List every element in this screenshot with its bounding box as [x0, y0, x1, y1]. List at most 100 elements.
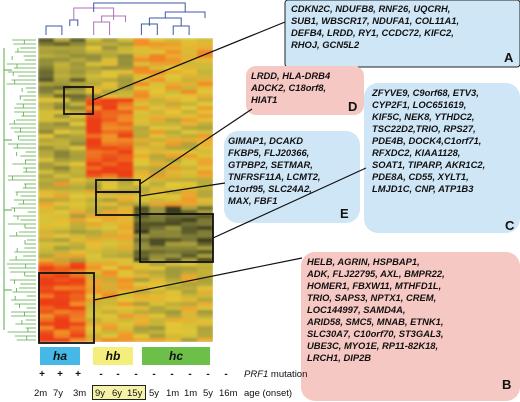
heatmap-cell	[117, 286, 135, 291]
heatmap-cell	[149, 106, 166, 111]
heatmap-cell	[133, 326, 150, 331]
heatmap-cell	[181, 262, 198, 267]
dendrogram-branch	[172, 25, 190, 35]
heatmap-cell	[69, 150, 87, 155]
heatmap-cell	[38, 154, 55, 159]
heatmap-cell	[101, 182, 119, 187]
heatmap-cell	[181, 322, 198, 327]
heatmap-cell	[181, 330, 198, 335]
heatmap-cell	[101, 98, 119, 103]
heatmap-cell	[38, 290, 55, 295]
heatmap-cell	[38, 286, 55, 291]
heatmap-cell	[117, 138, 135, 143]
heatmap-cell	[38, 170, 55, 175]
heatmap-cell	[85, 106, 103, 111]
heatmap-cell	[149, 226, 166, 231]
heatmap-cell	[117, 278, 135, 283]
heatmap-cell	[53, 322, 71, 327]
heatmap-cell	[85, 246, 103, 251]
heatmap-cell	[165, 178, 182, 183]
heatmap-cell	[165, 106, 182, 111]
heatmap-cell	[53, 102, 71, 107]
heatmap-cell	[85, 206, 103, 211]
heatmap-cell	[53, 306, 71, 311]
heatmap-cell	[149, 90, 166, 95]
heatmap-cell	[117, 202, 135, 207]
heatmap-cell	[85, 126, 103, 131]
heatmap-cell	[181, 154, 198, 159]
heatmap-cell	[149, 94, 166, 99]
heatmap-cell	[133, 170, 150, 175]
heatmap-cell	[85, 158, 103, 163]
heatmap-cell	[181, 98, 198, 103]
heatmap-cell	[181, 270, 198, 275]
heatmap-cell	[165, 198, 182, 203]
heatmap-cell	[117, 210, 135, 215]
heatmap-cell	[149, 146, 166, 151]
heatmap-cell	[101, 282, 119, 287]
heatmap-cell	[197, 190, 213, 195]
heatmap-cell	[53, 266, 71, 271]
mutation-symbol: -	[116, 369, 120, 380]
heatmap-cell	[101, 130, 119, 135]
dendrogram-branch	[93, 21, 111, 35]
heatmap-cell	[133, 298, 150, 303]
heatmap-cell	[197, 118, 213, 123]
heatmap-cell	[69, 110, 87, 115]
heatmap-cell	[53, 178, 71, 183]
heatmap-cell	[165, 234, 182, 239]
heatmap-cell	[69, 218, 87, 223]
heatmap-cell	[85, 118, 103, 123]
heatmap-cell	[133, 174, 150, 179]
heatmap-cell	[133, 246, 150, 251]
heatmap-cell	[38, 106, 55, 111]
heatmap-cell	[53, 230, 71, 235]
heatmap-cell	[38, 254, 55, 259]
heatmap-cell	[133, 190, 150, 195]
heatmap-cell	[181, 210, 198, 215]
heatmap-cell	[38, 298, 55, 303]
heatmap-cell	[117, 270, 135, 275]
dendrogram-branch	[148, 17, 182, 26]
heatmap-cell	[181, 250, 198, 255]
heatmap-cell	[165, 82, 182, 87]
heatmap-cell	[181, 234, 198, 239]
heatmap-cell	[149, 178, 166, 183]
heatmap-cell	[197, 114, 213, 119]
heatmap-cell	[85, 230, 103, 235]
heatmap-cell	[69, 322, 87, 327]
heatmap-cell	[117, 290, 135, 295]
heatmap-cell	[69, 142, 87, 147]
heatmap-cell	[197, 282, 213, 287]
heatmap-cell	[149, 58, 166, 63]
heatmap-cell	[133, 254, 150, 259]
heatmap-cell	[38, 206, 55, 211]
mutation-symbol: +	[75, 369, 81, 380]
heatmap-cell	[181, 178, 198, 183]
heatmap-cell	[197, 186, 213, 191]
heatmap-cell	[101, 262, 119, 267]
heatmap-cell	[117, 246, 135, 251]
gene-list-a: CDKN2C, NDUFB8, RNF26, UQCRH, SUB1, WBSC…	[291, 3, 460, 50]
heatmap-cell	[69, 106, 87, 111]
heatmap-cell	[85, 182, 103, 187]
heatmap-cell	[53, 210, 71, 215]
heatmap-cell	[149, 198, 166, 203]
heatmap-cell	[133, 214, 150, 219]
heatmap-cell	[149, 230, 166, 235]
heatmap-cell	[181, 294, 198, 299]
age-label: 2m	[34, 388, 48, 399]
heatmap-cell	[69, 154, 87, 159]
heatmap-cell	[69, 338, 87, 342]
heatmap-cell	[69, 102, 87, 107]
heatmap-cell	[101, 198, 119, 203]
age-label: 16m	[219, 388, 238, 399]
heatmap-cell	[117, 94, 135, 99]
heatmap-cell	[38, 230, 55, 235]
heatmap-cell	[69, 74, 87, 79]
heatmap-cell	[197, 78, 213, 83]
heatmap-cell	[165, 290, 182, 295]
heatmap-cell	[197, 286, 213, 291]
heatmap-cell	[133, 210, 150, 215]
heatmap-cell	[197, 318, 213, 323]
